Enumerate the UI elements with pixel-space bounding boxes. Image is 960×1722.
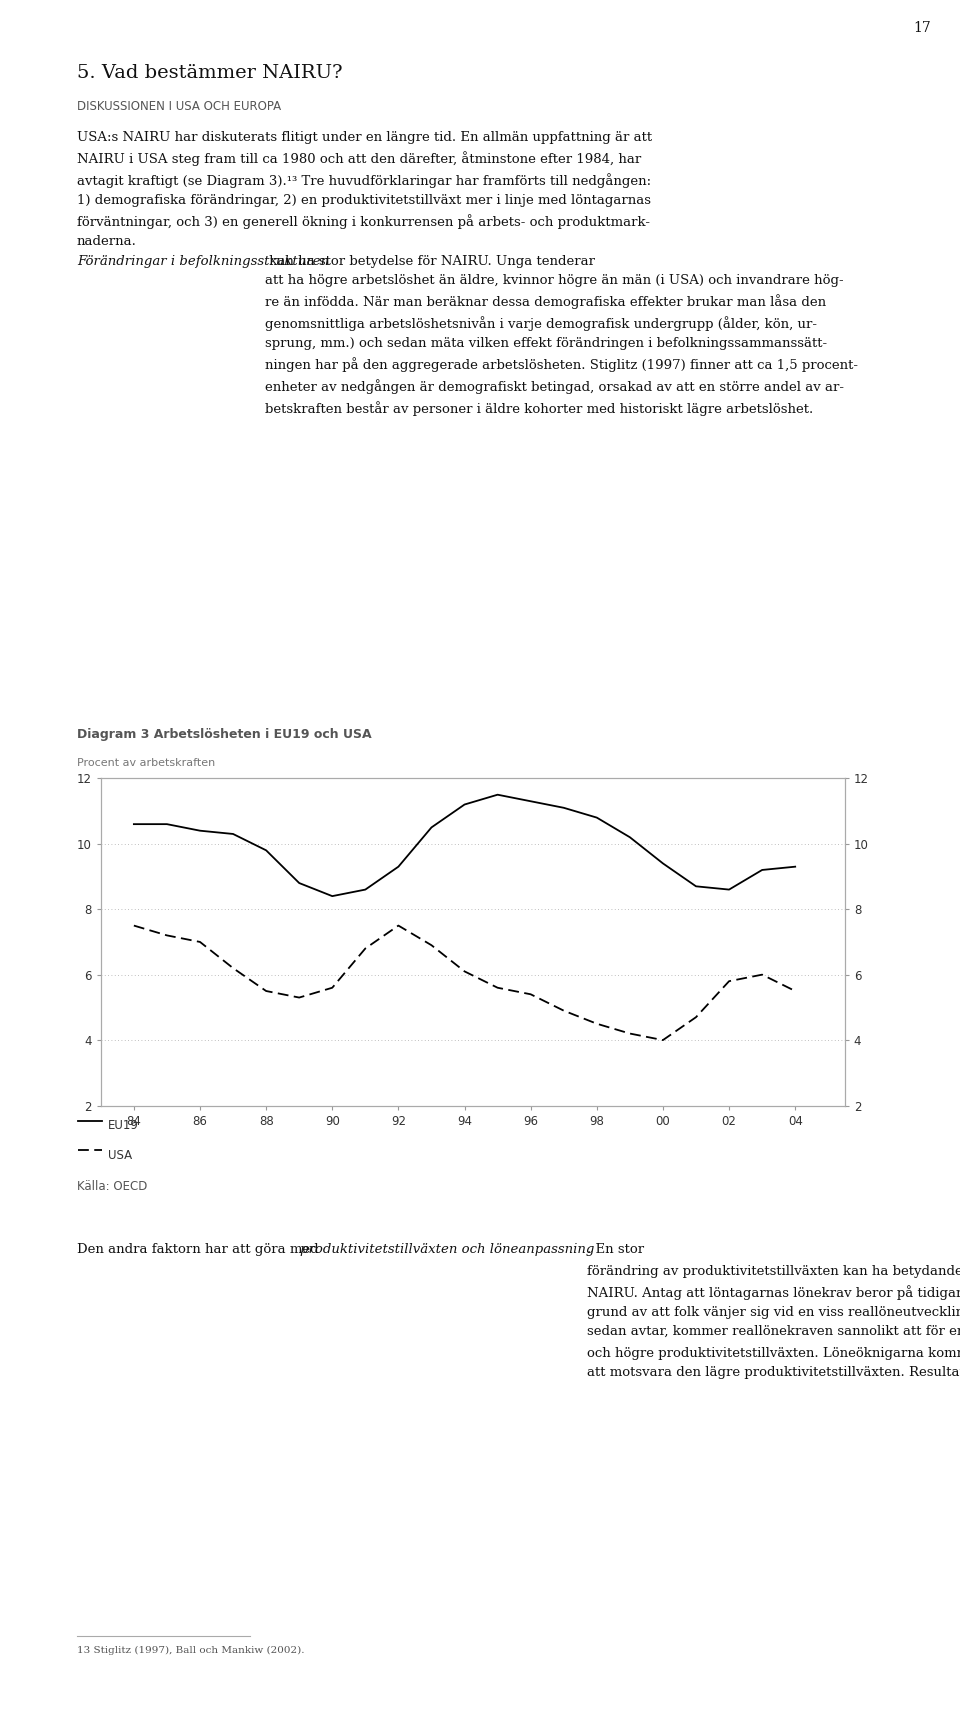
Text: 13 Stiglitz (1997), Ball och Mankiw (2002).: 13 Stiglitz (1997), Ball och Mankiw (200… (77, 1646, 304, 1655)
Text: Källa: OECD: Källa: OECD (77, 1180, 147, 1193)
Text: Procent av arbetskraften: Procent av arbetskraften (77, 758, 215, 768)
Text: USA:s NAIRU har diskuterats flitigt under en längre tid. En allmän uppfattning ä: USA:s NAIRU har diskuterats flitigt unde… (77, 131, 652, 248)
Text: produktivitetstillväxten och löneanpassning: produktivitetstillväxten och löneanpassn… (300, 1243, 595, 1257)
Text: Diagram 3 Arbetslösheten i EU19 och USA: Diagram 3 Arbetslösheten i EU19 och USA (77, 728, 372, 742)
Text: Förändringar i befolkningsstrukturen: Förändringar i befolkningsstrukturen (77, 255, 328, 269)
Text: 5. Vad bestämmer NAIRU?: 5. Vad bestämmer NAIRU? (77, 64, 343, 81)
Text: Den andra faktorn har att göra med: Den andra faktorn har att göra med (77, 1243, 323, 1257)
Text: 17: 17 (914, 21, 931, 34)
Text: kan ha stor betydelse för NAIRU. Unga tenderar
att ha högre arbetslöshet än äldr: kan ha stor betydelse för NAIRU. Unga te… (265, 255, 858, 415)
Text: . En stor
förändring av produktivitetstillväxten kan ha betydande temporära effe: . En stor förändring av produktivitetsti… (587, 1243, 960, 1379)
Text: EU19: EU19 (108, 1119, 138, 1133)
Text: DISKUSSIONEN I USA OCH EUROPA: DISKUSSIONEN I USA OCH EUROPA (77, 100, 281, 114)
Text: USA: USA (108, 1149, 132, 1162)
